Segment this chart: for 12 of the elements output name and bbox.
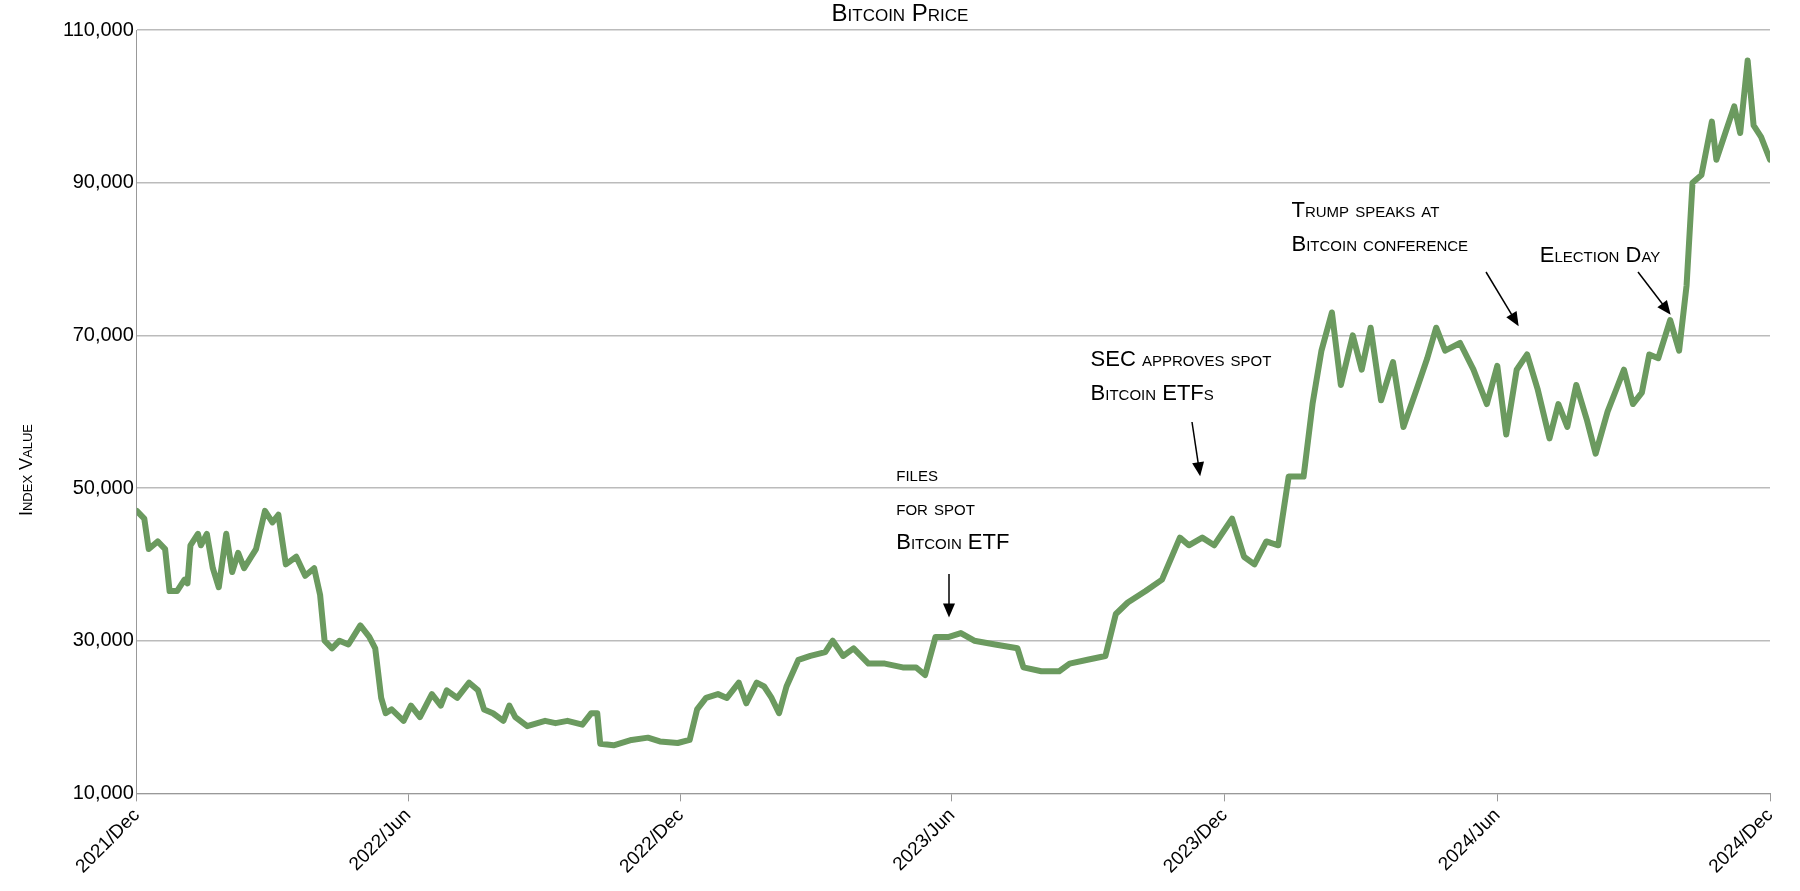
annotation: Trump speaks at Bitcoin conference [1291, 196, 1469, 256]
y-tick-label: 30,000 [72, 628, 134, 651]
y-tick-label: 110,000 [63, 17, 134, 40]
annotation: Election Day [1539, 242, 1661, 268]
y-tick-label: 50,000 [72, 475, 134, 498]
y-axis-title: Index Value [15, 423, 37, 517]
chart-title: Bitcoin Price [831, 0, 969, 26]
annotation: SEC approves spot Bitcoin ETFs [1090, 346, 1272, 406]
annotation: files for spot Bitcoin ETF [896, 461, 1010, 555]
y-tick-label: 90,000 [72, 170, 134, 193]
y-tick-label: 10,000 [72, 780, 134, 803]
y-tick-label: 70,000 [72, 322, 134, 345]
